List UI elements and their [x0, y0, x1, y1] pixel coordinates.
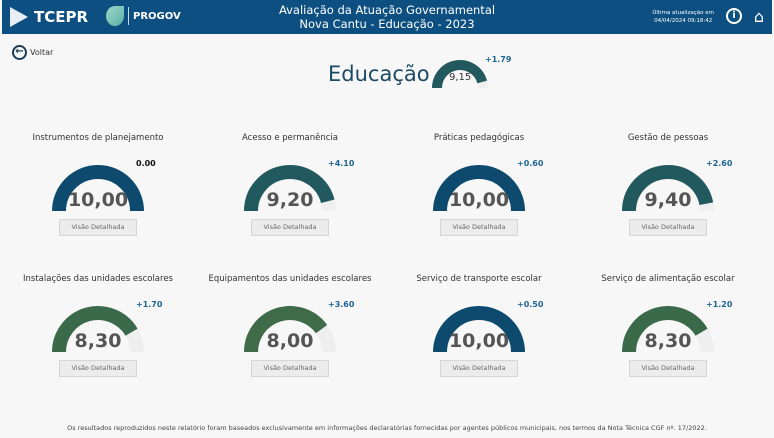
brand-name: TCEPR [34, 8, 89, 26]
card-title: Equipamentos das unidades escolares [208, 274, 372, 284]
back-button[interactable]: ← Voltar [12, 45, 53, 60]
gauge-fill [52, 165, 144, 212]
report-title: Avaliação da Atuação Governamental Nova C… [2, 3, 772, 31]
gauge-fill [432, 60, 487, 89]
card-title: Acesso e permanência [242, 133, 338, 143]
card-gauge [244, 306, 336, 353]
card-value: 10,00 [448, 189, 510, 211]
update-time: 04/04/2024 09:18:42 [654, 18, 713, 24]
card-value: 8,30 [644, 330, 692, 352]
indicator-card: Instalações das unidades escolares +1.70… [3, 274, 193, 384]
card-gauge [52, 306, 144, 353]
arrow-left-icon: ← [12, 45, 27, 60]
card-value: 9,20 [266, 189, 314, 211]
card-delta: +4.10 [328, 159, 355, 168]
card-delta: +1.70 [136, 300, 163, 309]
indicator-card: Gestão de pessoas +2.60 9,40 Visão Detal… [573, 133, 763, 243]
summary-value: 9,15 [449, 72, 472, 83]
card-title: Práticas pedagógicas [433, 133, 525, 143]
disclaimer: Os resultados reproduzidos neste relatór… [67, 424, 707, 432]
card-delta: +0.50 [517, 300, 544, 309]
gauge-fill [433, 165, 525, 212]
card-value: 10,00 [448, 330, 510, 352]
card-gauge [622, 165, 714, 212]
bird-icon [106, 6, 124, 26]
card-delta: +1.20 [706, 300, 733, 309]
home-icon[interactable]: ⌂ [753, 7, 764, 26]
card-delta: 0.00 [136, 159, 156, 168]
detailed-view-button[interactable]: Visão Detalhada [59, 360, 137, 377]
detailed-view-button[interactable]: Visão Detalhada [440, 360, 518, 377]
card-gauge [433, 306, 525, 353]
title-line-2: Nova Cantu - Educação - 2023 [299, 17, 475, 31]
card-delta: +2.60 [706, 159, 733, 168]
card-title: Serviço de alimentação escolar [601, 274, 735, 284]
indicator-card: Equipamentos das unidades escolares +3.6… [195, 274, 385, 384]
detailed-view-button[interactable]: Visão Detalhada [629, 360, 707, 377]
card-title: Gestão de pessoas [627, 133, 709, 143]
card-delta: +0.60 [517, 159, 544, 168]
indicator-card: Serviço de transporte escolar +0.50 10,0… [384, 274, 574, 384]
progov-logo: PROGOV [106, 6, 181, 26]
card-gauge [244, 165, 336, 212]
detailed-view-button[interactable]: Visão Detalhada [440, 219, 518, 236]
card-title: Serviço de transporte escolar [416, 274, 542, 284]
gauge-fill [244, 165, 335, 212]
summary-gauge: 9,15 +1.79 [425, 52, 515, 92]
detailed-view-button[interactable]: Visão Detalhada [59, 219, 137, 236]
indicator-card: Serviço de alimentação escolar +1.20 8,3… [573, 274, 763, 384]
summary-gauge-arc [432, 60, 488, 89]
indicator-card: Acesso e permanência +4.10 9,20 Visão De… [195, 133, 385, 243]
gauge-fill [244, 306, 328, 353]
summary-delta: +1.79 [485, 55, 512, 64]
card-gauge [622, 306, 714, 353]
gauge-fill [622, 165, 714, 212]
detailed-view-button[interactable]: Visão Detalhada [251, 219, 329, 236]
card-gauge [433, 165, 525, 212]
page-title: Educação [328, 62, 430, 86]
last-update: Última atualização em 04/04/2024 09:18:42 [652, 9, 714, 25]
indicator-card: Instrumentos de planejamento 0.00 10,00 … [3, 133, 193, 243]
card-title: Instrumentos de planejamento [32, 133, 164, 143]
detailed-view-button[interactable]: Visão Detalhada [251, 360, 329, 377]
gauge-fill [52, 306, 138, 353]
gauge-fill [622, 306, 708, 353]
detailed-view-button[interactable]: Visão Detalhada [629, 219, 707, 236]
title-line-1: Avaliação da Atuação Governamental [278, 3, 496, 17]
partner-name: PROGOV [133, 10, 181, 22]
info-icon[interactable]: i [726, 8, 742, 24]
gauge-fill [433, 306, 525, 353]
divider [128, 7, 129, 25]
header-bar: TCEPR PROGOV Avaliação da Atuação Govern… [2, 0, 772, 34]
card-value: 8,00 [266, 330, 314, 352]
card-value: 8,30 [74, 330, 122, 352]
card-gauge [52, 165, 144, 212]
card-value: 9,40 [644, 189, 692, 211]
tcepr-triangle-icon [10, 7, 28, 27]
back-label: Voltar [30, 48, 54, 57]
card-value: 10,00 [67, 189, 129, 211]
update-label: Última atualização em [652, 10, 714, 16]
card-delta: +3.60 [328, 300, 355, 309]
card-title: Instalações das unidades escolares [23, 274, 173, 284]
indicator-card: Práticas pedagógicas +0.60 10,00 Visão D… [384, 133, 574, 243]
tcepr-logo: TCEPR [10, 7, 88, 27]
